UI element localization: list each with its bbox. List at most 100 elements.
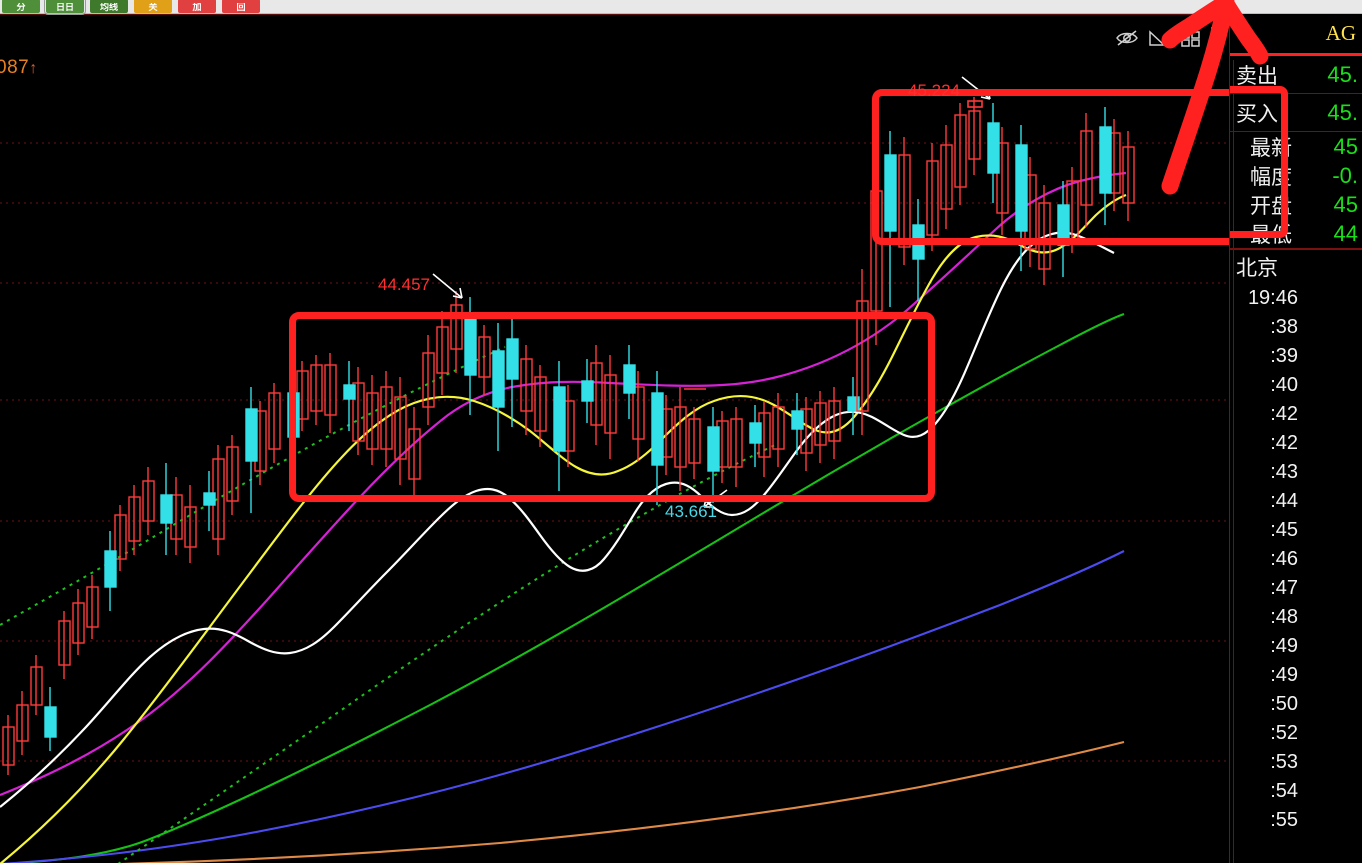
annotation-high-left: 44.457 (378, 275, 430, 294)
tick-time: 19:46 (1247, 287, 1298, 309)
toolbar-btn-2[interactable]: 日日 (44, 0, 86, 15)
tick-row: :45 (1230, 516, 1362, 545)
tick-time: :38 (1270, 316, 1298, 338)
symbol-label[interactable]: AG (1230, 14, 1362, 56)
tick-time: :49 (1270, 664, 1298, 686)
tick-time: :47 (1270, 577, 1298, 599)
tick-row: :48 (1230, 603, 1362, 632)
tick-row: :49 (1230, 632, 1362, 661)
quote-value-open: 45 (1333, 191, 1358, 217)
quote-row-low[interactable]: 最低 44 (1230, 219, 1362, 248)
quote-row-change[interactable]: 幅度 -0. (1230, 161, 1362, 190)
toolbar-btn-4-label: 关 (148, 3, 158, 12)
tick-row: :39 (1230, 342, 1362, 371)
quote-value-change: -0. (1332, 162, 1358, 188)
price-axis-arrow: ↑ (29, 60, 38, 77)
chart-icon-cluster (1115, 27, 1223, 49)
quote-panel: AG 卖出 45. 买入 45. 最新 45 幅度 -0. 开盘 45 最低 4… (1229, 14, 1362, 863)
quote-value-buy: 45. (1327, 99, 1358, 125)
tick-time-list[interactable]: 19:46 :38 :39 :40 :42 :42 :43 :44 :45 :4… (1230, 284, 1362, 835)
tick-row: :49 (1230, 661, 1362, 690)
quote-value-low: 44 (1333, 220, 1358, 246)
tick-row: :50 (1230, 690, 1362, 719)
ma-orange-line (119, 740, 1125, 863)
tick-time: :55 (1270, 809, 1298, 831)
quote-label-low: 最低 (1250, 222, 1292, 247)
tick-time: :40 (1270, 374, 1298, 396)
annotation-high-right: 45.224 (908, 81, 960, 100)
tick-time: :50 (1270, 693, 1298, 715)
tick-row: :46 (1230, 545, 1362, 574)
tick-row: :38 (1230, 313, 1362, 342)
quote-label-open: 开盘 (1250, 193, 1292, 218)
quote-row-sell[interactable]: 卖出 45. (1230, 56, 1362, 94)
tick-row: :52 (1230, 719, 1362, 748)
tick-time: :52 (1270, 722, 1298, 744)
tick-row: :47 (1230, 574, 1362, 603)
tick-row: :42 (1230, 429, 1362, 458)
quote-row-last[interactable]: 最新 45 (1230, 132, 1362, 161)
quote-value-sell: 45. (1327, 61, 1358, 87)
toolbar-spacer (266, 0, 1362, 13)
price-axis-label: 087↑ (0, 57, 38, 79)
toolbar-btn-3-label: 均线 (99, 3, 118, 12)
tick-row: :40 (1230, 371, 1362, 400)
tick-time: :54 (1270, 780, 1298, 802)
tick-row: :43 (1230, 458, 1362, 487)
tick-time: :45 (1270, 519, 1298, 541)
measure-icon[interactable] (1147, 28, 1171, 48)
tick-time: :42 (1270, 403, 1298, 425)
candlestick-series (2, 97, 1135, 775)
tick-time: :42 (1270, 432, 1298, 454)
toolbar-btn-6[interactable]: 回 (222, 0, 260, 13)
toolbar-btn-2-label: 日日 (55, 3, 74, 12)
tick-row: :55 (1230, 806, 1362, 835)
toolbar-btn-1[interactable]: 分 (2, 0, 40, 13)
quote-label-sell: 卖出 (1236, 63, 1278, 88)
tick-row: :54 (1230, 777, 1362, 806)
toolbar-btn-1-label: 分 (16, 3, 26, 12)
city-label: 北京 (1236, 256, 1278, 280)
quote-row-buy[interactable]: 买入 45. (1230, 94, 1362, 132)
indicator-bar-icon[interactable] (1211, 27, 1223, 49)
eye-off-icon[interactable] (1115, 28, 1139, 48)
ma-yellow-line (0, 193, 1127, 863)
ma-blue-line (0, 550, 1125, 863)
ma-green-dotted-lower (117, 444, 776, 863)
tick-time: :49 (1270, 635, 1298, 657)
grid-lines (0, 142, 1229, 762)
tick-time: :39 (1270, 345, 1298, 367)
tick-row: :53 (1230, 748, 1362, 777)
quote-panel-rule (1233, 60, 1234, 863)
ma-green-dotted-upper (0, 346, 506, 626)
tick-time: :53 (1270, 751, 1298, 773)
doji-marks (684, 100, 983, 390)
toolbar-btn-3[interactable]: 均线 (90, 0, 128, 13)
quote-value-last: 45 (1333, 133, 1358, 159)
tick-time: :44 (1270, 490, 1298, 512)
annotation-low-center: 43.661 (665, 502, 717, 521)
toolbar-btn-5[interactable]: 加 (178, 0, 216, 13)
top-toolbar: 分 日日 均线 关 加 回 (0, 0, 1362, 15)
toolbar-btn-6-label: 回 (236, 3, 246, 12)
tick-row: :42 (1230, 400, 1362, 429)
ma-magenta-line (0, 171, 1127, 797)
tick-row: :44 (1230, 487, 1362, 516)
ma-white-line (0, 231, 1115, 808)
tick-time: :43 (1270, 461, 1298, 483)
ma-green-line (0, 313, 1125, 863)
toolbar-btn-5-label: 加 (192, 3, 202, 12)
quote-label-change: 幅度 (1250, 164, 1292, 189)
quote-label-buy: 买入 (1236, 101, 1278, 126)
price-axis-value: 087 (0, 57, 30, 78)
chart-graphics (0, 76, 1229, 863)
quote-separator (1230, 248, 1362, 250)
tick-time: :46 (1270, 548, 1298, 570)
tick-time: :48 (1270, 606, 1298, 628)
grid-icon[interactable] (1179, 28, 1203, 48)
tick-row: 19:46 (1230, 284, 1362, 313)
chart-canvas[interactable]: 087↑ (0, 14, 1229, 863)
quote-row-open[interactable]: 开盘 45 (1230, 190, 1362, 219)
toolbar-btn-4[interactable]: 关 (134, 0, 172, 13)
